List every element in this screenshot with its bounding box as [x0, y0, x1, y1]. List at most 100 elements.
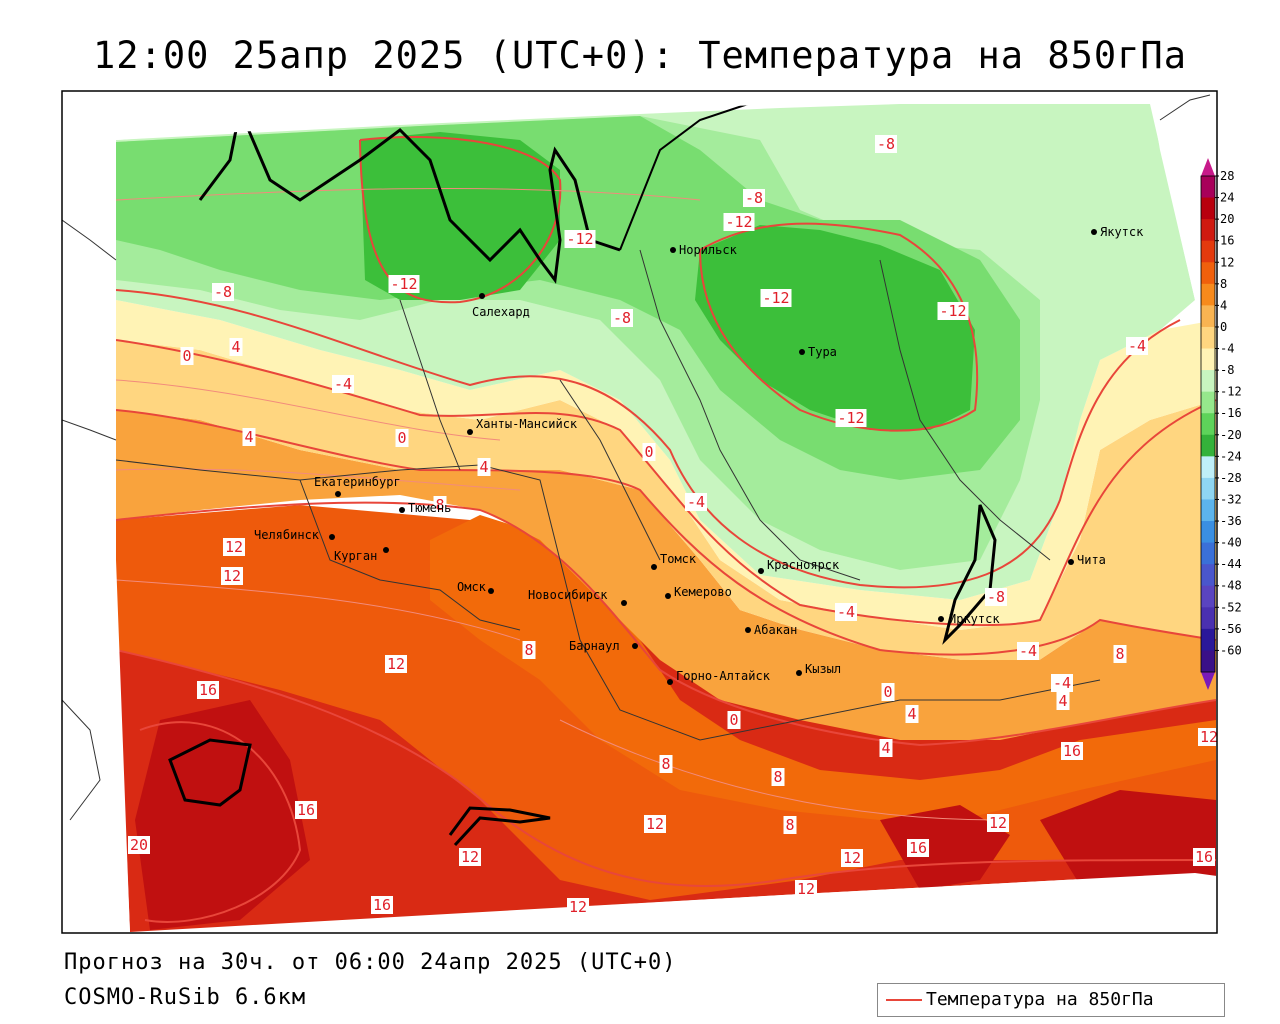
outside-border: [62, 699, 101, 821]
city-marker: Кызыл: [796, 662, 841, 676]
city-marker: Ханты-Мансийск: [467, 417, 578, 435]
contour-label: 4: [1056, 692, 1070, 710]
scale-swatch: [1201, 283, 1215, 306]
contour-label: 0: [727, 711, 741, 729]
scale-swatch: [1201, 564, 1215, 587]
contour-label-value: 20: [130, 836, 148, 854]
contour-label-value: 4: [1058, 692, 1067, 710]
city-marker: Новосибирск: [528, 588, 627, 606]
scale-swatch: [1201, 219, 1215, 242]
contour-label: 8: [1113, 645, 1127, 663]
city-name: Горно-Алтайск: [676, 669, 771, 683]
contour-label: -4: [332, 375, 354, 393]
contour-label-value: -12: [837, 409, 864, 427]
isotherm-minus12-west: [359, 135, 562, 304]
scale-swatch: [1201, 391, 1215, 414]
contour-label-box: [1051, 674, 1073, 692]
scale-arrow-down: [1201, 672, 1215, 690]
contour-label-value: 12: [569, 898, 587, 916]
scale-swatch: [1201, 650, 1215, 673]
city-marker: Челябинск: [254, 528, 335, 542]
region-borders: [115, 249, 1101, 741]
scale-tick-label: -28: [1220, 471, 1242, 485]
city-marker: Чита: [1068, 553, 1106, 567]
city-marker: Курган: [334, 547, 389, 563]
contour-label: 12: [221, 567, 243, 585]
contour-label-value: 0: [883, 683, 892, 701]
contour-label: -4: [1017, 642, 1039, 660]
contour-label-value: -4: [334, 375, 352, 393]
contour-label-box: [295, 801, 317, 819]
minor-isotherms: [115, 187, 1001, 821]
scale-tick-label: -52: [1220, 600, 1242, 614]
scale-tick-label: -40: [1220, 536, 1242, 550]
baikal-outline: [942, 504, 997, 645]
contour-label: 8: [771, 768, 785, 786]
scale-tick-label: -60: [1220, 643, 1242, 657]
city-name: Челябинск: [254, 528, 320, 542]
scale-tick-label: -12: [1220, 385, 1242, 399]
contour-label: 12: [459, 848, 481, 866]
contour-label-value: -8: [987, 588, 1005, 606]
contour-label-box: [128, 836, 150, 854]
contour-label: -4: [685, 493, 707, 511]
contour-label-box: [760, 289, 792, 307]
contour-label-value: 16: [199, 681, 217, 699]
contour-label-box: [987, 814, 1009, 832]
region-border: [399, 299, 461, 471]
scale-swatch: [1201, 628, 1215, 651]
lake-outline-west: [168, 738, 252, 807]
scale-swatch: [1201, 434, 1215, 457]
legend: Температура на 850гПа: [877, 983, 1225, 1017]
scale-tick-label: -16: [1220, 406, 1242, 420]
scale-tick-label: -44: [1220, 557, 1242, 571]
contour-label: -12: [388, 275, 420, 293]
city-dot: [399, 507, 405, 513]
city-marker: Абакан: [745, 623, 797, 637]
contour-label-value: 4: [244, 428, 253, 446]
city-name: Тюмень: [408, 501, 451, 515]
contour-label-box: [522, 641, 536, 659]
contour-label-value: 0: [397, 429, 406, 447]
contour-label: -12: [723, 213, 755, 231]
city-markers: Якутск Норильск Салехард Тура Ханты-Мансийск…: [254, 225, 1144, 685]
city-name: Салехард: [472, 305, 530, 319]
contour-label-value: -8: [214, 283, 232, 301]
contour-label-box: [907, 839, 929, 857]
contour-label: 12: [795, 880, 817, 898]
contour-label-value: 16: [297, 801, 315, 819]
scale-tick-label: -36: [1220, 514, 1242, 528]
contour-label-box: [242, 428, 256, 446]
city-marker: Тура: [799, 345, 837, 359]
minor-isotherm: [115, 379, 501, 441]
contour-label-box: [567, 898, 589, 916]
region-border: [115, 459, 1101, 741]
scale-tick-label: -20: [1220, 428, 1242, 442]
contour-label-value: -8: [877, 135, 895, 153]
contour-label-box: [937, 302, 969, 320]
contour-label-value: -8: [745, 189, 763, 207]
scale-tick-label: -8: [1220, 363, 1234, 377]
city-dot: [670, 247, 676, 253]
domain-mask-left: [62, 91, 130, 933]
contour-label-value: 12: [1200, 728, 1218, 746]
contour-label: 16: [1193, 848, 1215, 866]
region-border: [879, 259, 1051, 561]
isotherms: [115, 135, 1217, 923]
city-dot: [335, 491, 341, 497]
contour-label: -12: [835, 409, 867, 427]
contour-label: 12: [644, 815, 666, 833]
region-border: [299, 479, 521, 631]
zone-green-dark: [695, 225, 975, 430]
city-marker: Екатеринбург: [314, 475, 401, 497]
contour-label-box: [433, 496, 447, 514]
contour-label-box: [611, 309, 633, 327]
contour-label: -12: [760, 289, 792, 307]
contour-label-box: [1126, 337, 1148, 355]
zone-yellow: [116, 340, 1216, 660]
scale-tick-label: 0: [1220, 320, 1227, 334]
contour-label: 4: [242, 428, 256, 446]
scale-swatch: [1201, 370, 1215, 393]
contour-label-value: 8: [1115, 645, 1124, 663]
contour-label-value: 12: [223, 567, 241, 585]
